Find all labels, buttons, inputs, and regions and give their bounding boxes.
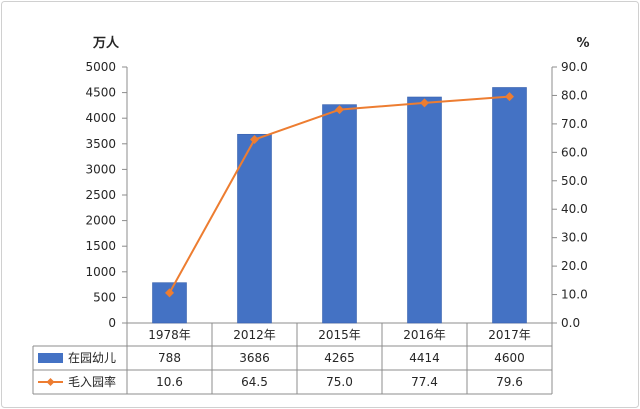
right-y-tick-label: 0.0 xyxy=(561,316,580,330)
legend-swatch-marker xyxy=(46,378,55,386)
bar-2015 xyxy=(322,104,357,324)
right-y-tick-label: 40.0 xyxy=(561,202,588,216)
line-marker-2016 xyxy=(420,98,429,108)
left-y-tick-label: 500 xyxy=(93,290,116,304)
data-table-cell: 77.4 xyxy=(411,375,438,389)
left-axis-title: 万人 xyxy=(92,35,120,51)
right-y-tick-label: 20.0 xyxy=(561,259,588,273)
left-y-tick-label: 0 xyxy=(108,316,116,330)
data-table-cell: 4600 xyxy=(494,351,525,365)
line-marker-2017 xyxy=(505,92,514,102)
line-marker-1978 xyxy=(165,288,174,298)
left-y-tick-label: 5000 xyxy=(85,60,116,74)
data-table-cell: 10.6 xyxy=(156,375,183,389)
line-marker-2015 xyxy=(335,105,344,115)
legend-label: 毛入园率 xyxy=(68,374,116,389)
left-y-tick-label: 2500 xyxy=(85,188,116,202)
data-table-cell: 64.5 xyxy=(241,375,268,389)
right-y-tick-label: 10.0 xyxy=(561,288,588,302)
left-y-tick-label: 3500 xyxy=(85,137,116,151)
right-y-tick-label: 80.0 xyxy=(561,88,588,102)
x-tick-label-1978: 1978年 xyxy=(148,328,191,342)
left-y-tick-label: 3000 xyxy=(85,162,116,176)
bar-2017 xyxy=(492,87,527,324)
right-y-tick-label: 30.0 xyxy=(561,231,588,245)
right-y-tick-label: 60.0 xyxy=(561,145,588,159)
right-y-tick-label: 90.0 xyxy=(561,60,588,74)
data-table-cell: 4265 xyxy=(324,351,355,365)
x-tick-label-2016: 2016年 xyxy=(403,328,446,342)
left-y-tick-label: 4000 xyxy=(85,111,116,125)
data-table-cell: 4414 xyxy=(409,351,440,365)
line-series xyxy=(165,92,514,298)
left-y-tick-label: 1500 xyxy=(85,239,116,253)
right-axis-title: % xyxy=(576,36,589,51)
legend-label: 在园幼儿 xyxy=(68,351,116,365)
right-y-tick-label: 50.0 xyxy=(561,174,588,188)
legend-swatch-bar xyxy=(38,353,63,363)
x-tick-label-2015: 2015年 xyxy=(318,328,361,342)
x-tick-label-2012: 2012年 xyxy=(233,328,276,342)
data-table-cell: 788 xyxy=(158,351,181,365)
data-table-cell: 3686 xyxy=(239,351,270,365)
bar-2012 xyxy=(237,133,272,324)
left-y-tick-label: 4500 xyxy=(85,86,116,100)
line-marker-2012 xyxy=(250,135,259,145)
data-table-cell: 79.6 xyxy=(496,375,523,389)
left-y-tick-label: 1000 xyxy=(85,265,116,279)
bar-2016 xyxy=(407,96,442,324)
left-y-tick-label: 2000 xyxy=(85,214,116,228)
data-table-cell: 75.0 xyxy=(326,375,353,389)
x-tick-label-2017: 2017年 xyxy=(488,328,531,342)
right-y-tick-label: 70.0 xyxy=(561,117,588,131)
